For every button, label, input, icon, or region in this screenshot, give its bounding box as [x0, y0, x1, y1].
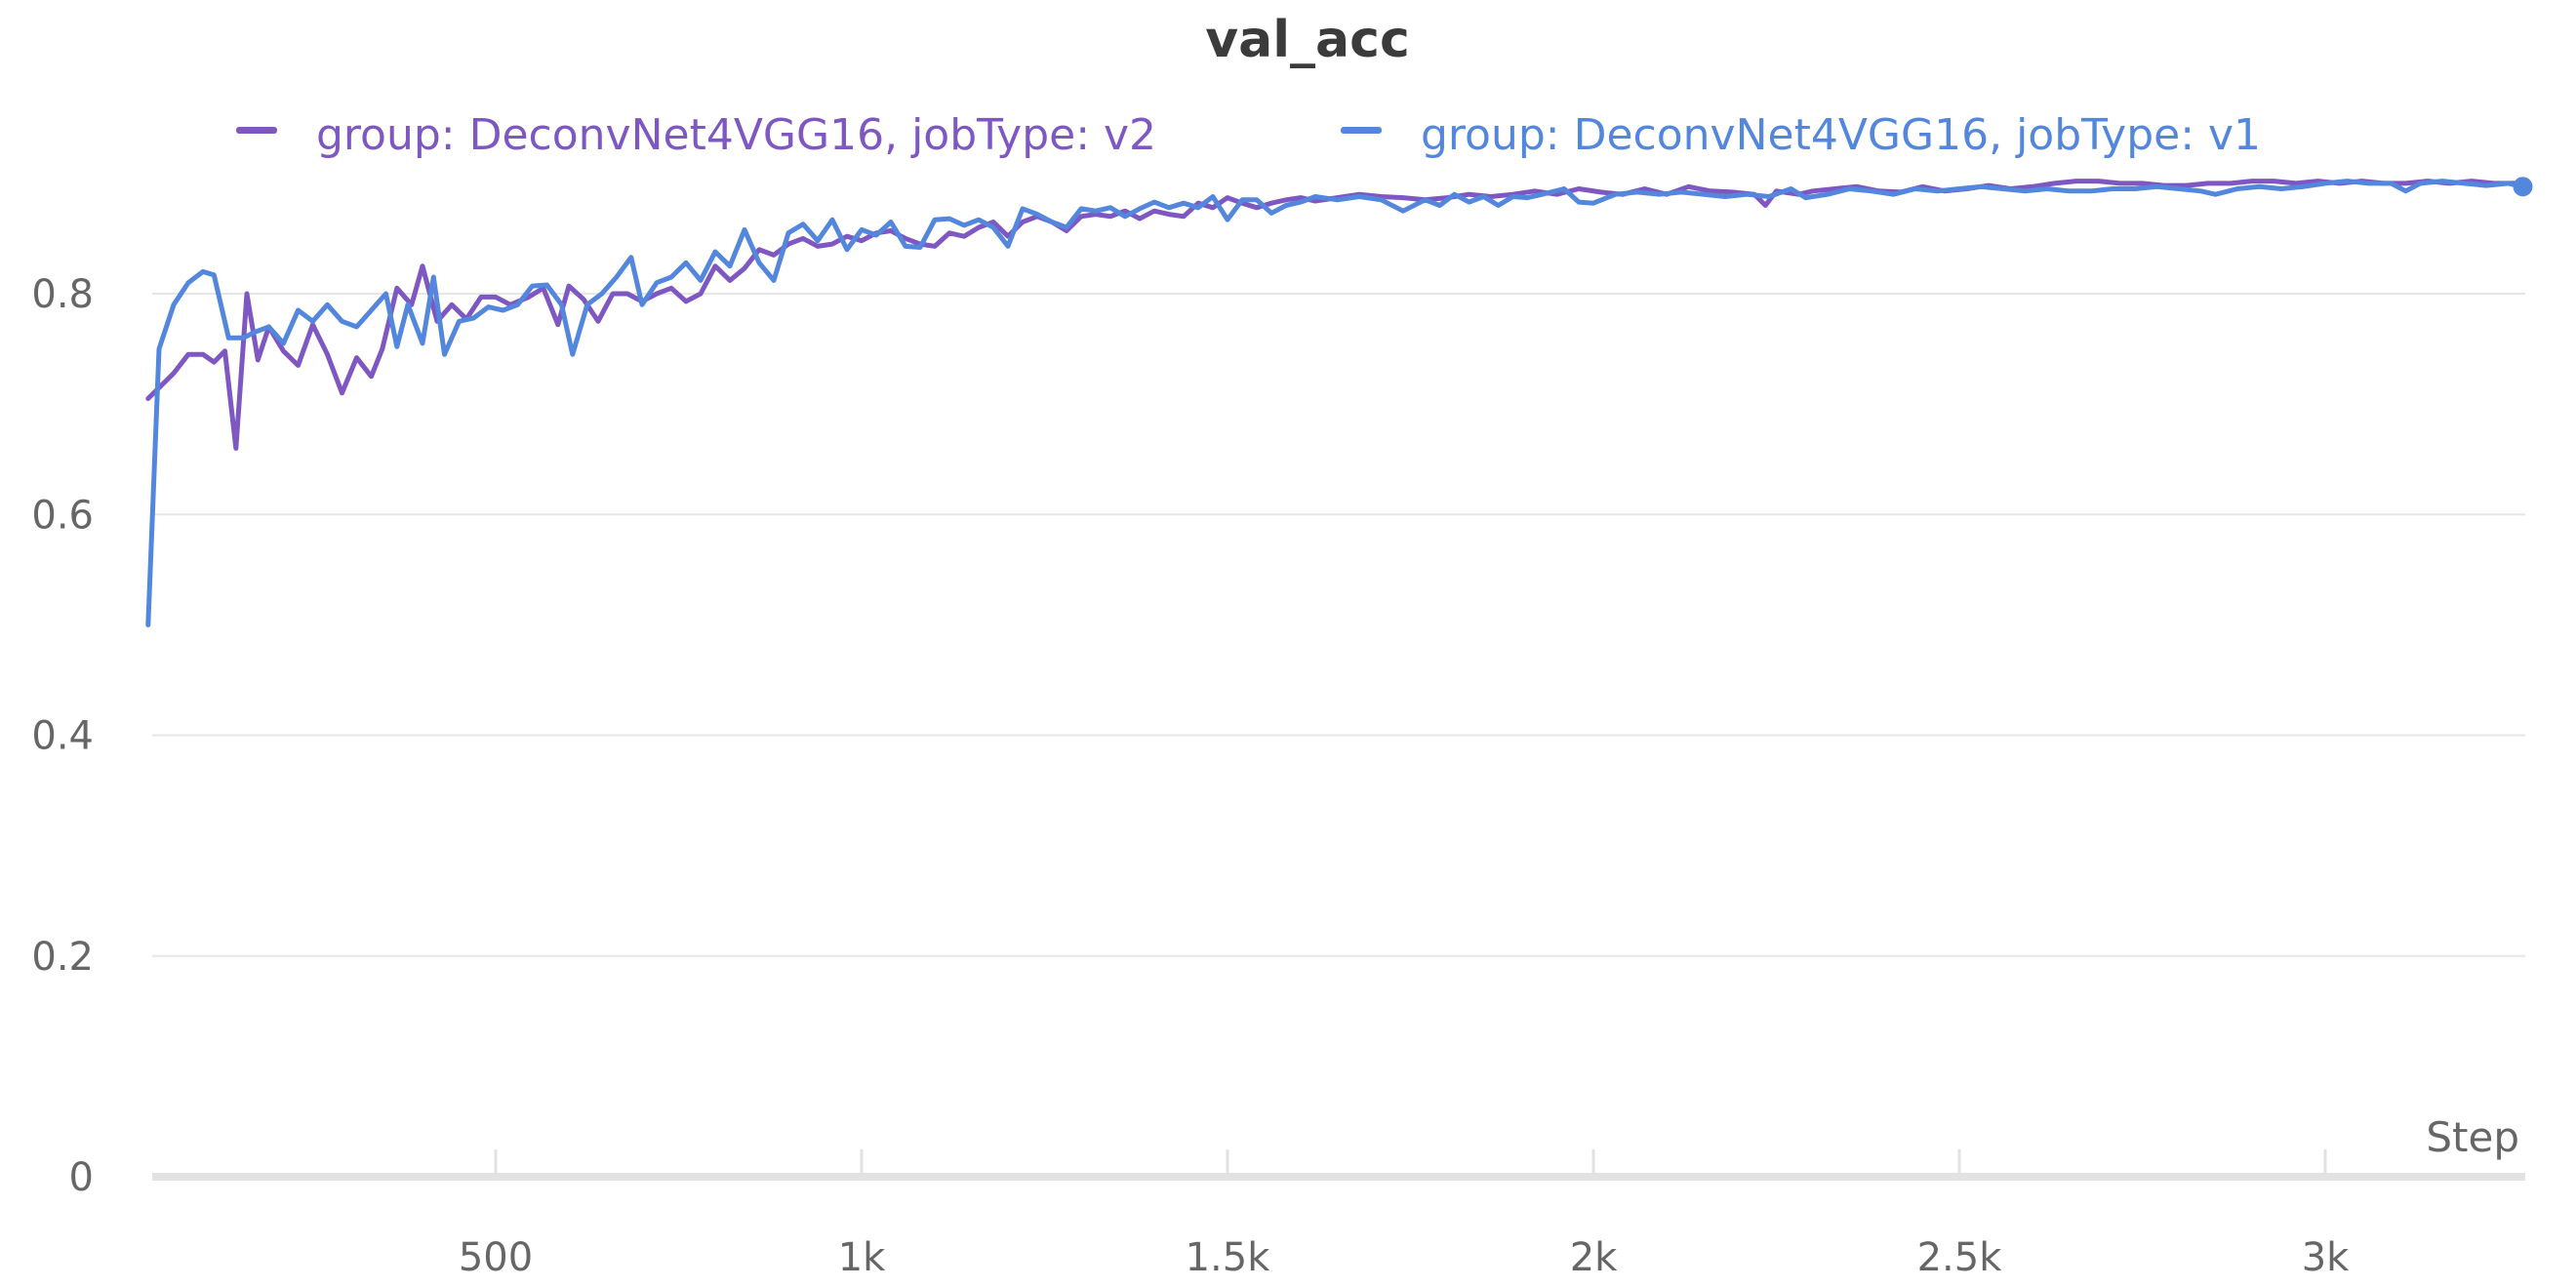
x-axis: 500 1k 1.5k 2k 2.5k 3k	[152, 1149, 2525, 1280]
x-tick-label: 2k	[1570, 1235, 1618, 1280]
x-tick-label: 2.5k	[1917, 1235, 2003, 1280]
legend-entry-v1[interactable]: group: DeconvNet4VGG16, jobType: v1	[1341, 110, 2261, 160]
x-tick-label: 1.5k	[1186, 1235, 1271, 1280]
series-line-v2[interactable]	[145, 179, 2525, 451]
series-line-v1[interactable]	[145, 179, 2525, 627]
y-tick-label: 0.4	[31, 714, 94, 759]
x-axis-label: Step	[2426, 1113, 2519, 1161]
legend-entry-v2[interactable]: group: DeconvNet4VGG16, jobType: v2	[236, 110, 1156, 160]
x-tick-label: 1k	[838, 1235, 886, 1280]
x-tick-label: 3k	[2302, 1235, 2350, 1280]
series-lines[interactable]	[145, 177, 2533, 627]
y-axis: 0 0.2 0.4 0.6 0.8	[31, 272, 94, 1200]
y-tick-label: 0	[69, 1155, 94, 1200]
legend-swatch-v2	[236, 127, 277, 134]
y-tick-label: 0.8	[31, 272, 94, 317]
y-tick-label: 0.2	[31, 935, 94, 980]
chart-title: val_acc	[1205, 11, 1410, 69]
legend-label-v2: group: DeconvNet4VGG16, jobType: v2	[316, 110, 1156, 160]
legend-swatch-v1	[1341, 127, 1382, 134]
y-tick-label: 0.6	[31, 493, 94, 538]
grid-lines	[152, 293, 2525, 957]
legend[interactable]: group: DeconvNet4VGG16, jobType: v2 grou…	[236, 110, 2261, 160]
x-tick-label: 500	[459, 1235, 533, 1280]
legend-label-v1: group: DeconvNet4VGG16, jobType: v1	[1421, 110, 2261, 160]
series-end-marker[interactable]	[2513, 177, 2533, 197]
